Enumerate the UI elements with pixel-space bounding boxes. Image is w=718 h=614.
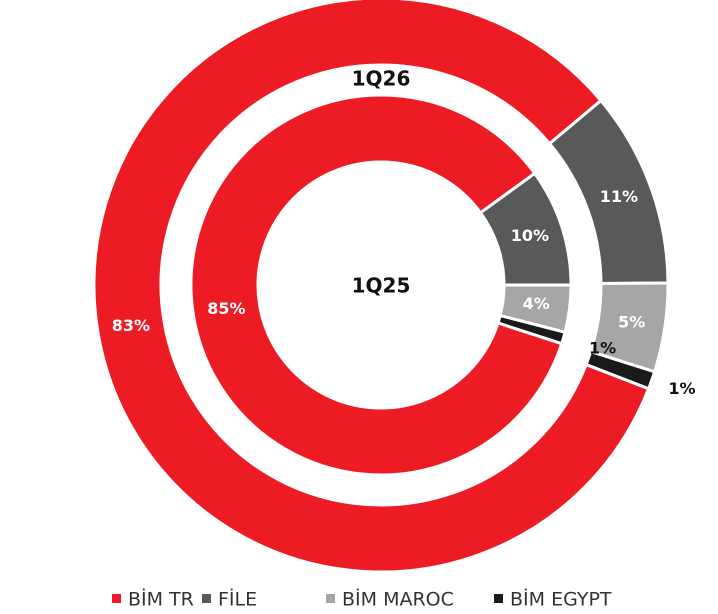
- legend-swatch: [494, 594, 503, 603]
- legend-swatch: [112, 594, 121, 603]
- data-label: 85%: [207, 299, 245, 318]
- legend-swatch: [326, 594, 335, 603]
- donut-segment: [92, 0, 651, 574]
- data-label: 11%: [600, 187, 638, 206]
- outer-ring-title: 1Q26: [352, 67, 411, 91]
- legend-label: FİLE: [218, 588, 257, 611]
- inner-ring-title: 1Q25: [352, 274, 411, 298]
- data-label: 1%: [589, 339, 616, 358]
- data-label: 10%: [511, 226, 549, 245]
- legend-label: BİM TR: [128, 588, 194, 611]
- data-label: 1%: [668, 379, 695, 398]
- data-label: 5%: [618, 312, 645, 331]
- legend-label: BİM EGYPT: [510, 588, 612, 611]
- data-label: 4%: [523, 294, 550, 313]
- data-label: 83%: [112, 316, 150, 335]
- legend-label: BİM MAROC: [342, 588, 454, 611]
- legend-swatch: [202, 594, 211, 603]
- donut-segment: [189, 93, 564, 477]
